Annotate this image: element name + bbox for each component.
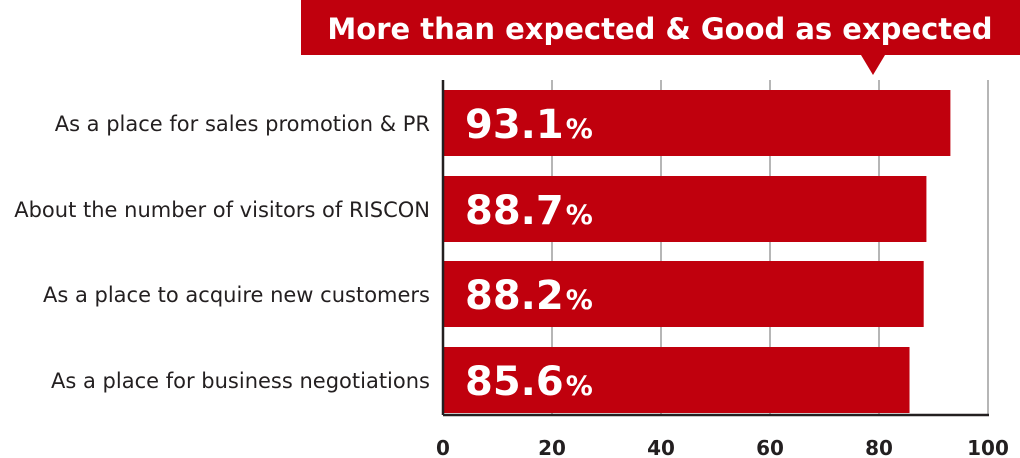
bar-value-number: 85.6 — [465, 359, 564, 405]
bar-value-unit: % — [566, 200, 593, 231]
x-tick-label: 40 — [647, 436, 675, 458]
banner: More than expected & Good as expected — [301, 0, 1020, 75]
bar-value-unit: % — [566, 371, 593, 402]
x-axis: 0 20 40 60 80 100 — [436, 80, 1009, 458]
bar-value-number: 88.7 — [465, 188, 564, 234]
category-label: As a place for sales promotion & PR — [55, 112, 430, 136]
bar — [443, 176, 927, 242]
category-label: As a place for business negotiations — [51, 369, 430, 393]
category-label: About the number of visitors of RISCON — [14, 198, 430, 222]
banner-pointer — [861, 55, 885, 75]
bar-value-unit: % — [566, 114, 593, 145]
x-tick-label: 80 — [865, 436, 893, 458]
bar — [443, 347, 910, 413]
x-tick-label: 0 — [436, 436, 450, 458]
category-label: As a place to acquire new customers — [43, 283, 430, 307]
bar — [443, 90, 951, 156]
bar-value-number: 88.2 — [465, 273, 564, 319]
bar-value-label: 88.7% — [465, 188, 593, 234]
bar-value-label: 88.2% — [465, 273, 593, 319]
bar-value-number: 93.1 — [465, 102, 564, 148]
bar — [443, 261, 924, 327]
x-tick-label: 60 — [756, 436, 784, 458]
x-tick-label: 100 — [967, 436, 1009, 458]
banner-title: More than expected & Good as expected — [327, 12, 992, 46]
bar-value-unit: % — [566, 285, 593, 316]
x-tick-label: 20 — [538, 436, 566, 458]
banner-background — [301, 0, 1020, 55]
bar-value-label: 85.6% — [465, 359, 593, 405]
bars: 93.1%88.7%88.2%85.6% — [443, 90, 951, 413]
category-labels: As a place for sales promotion & PR About… — [14, 112, 430, 393]
bar-value-label: 93.1% — [465, 102, 593, 148]
